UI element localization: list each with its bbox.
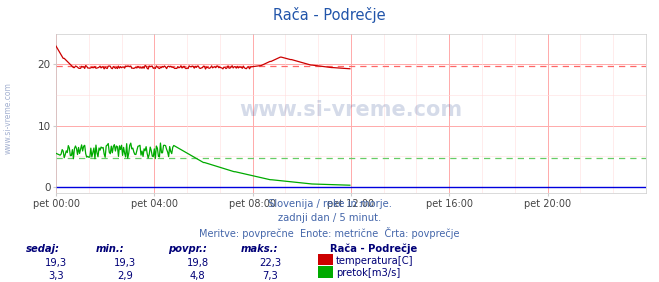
Text: 19,8: 19,8 [186,258,209,268]
Text: 7,3: 7,3 [262,271,278,281]
Text: 19,3: 19,3 [114,258,136,268]
Text: www.si-vreme.com: www.si-vreme.com [239,100,463,120]
Text: Rača - Podrečje: Rača - Podrečje [273,7,386,23]
Text: 3,3: 3,3 [48,271,64,281]
Text: 2,9: 2,9 [117,271,133,281]
Text: zadnji dan / 5 minut.: zadnji dan / 5 minut. [278,213,381,223]
Text: 4,8: 4,8 [190,271,206,281]
Text: sedaj:: sedaj: [26,244,61,254]
Text: pretok[m3/s]: pretok[m3/s] [336,268,400,278]
Text: Meritve: povprečne  Enote: metrične  Črta: povprečje: Meritve: povprečne Enote: metrične Črta:… [199,227,460,239]
Text: min.:: min.: [96,244,124,254]
Text: maks.:: maks.: [241,244,278,254]
Text: Slovenija / reke in morje.: Slovenija / reke in morje. [268,199,391,209]
Text: 22,3: 22,3 [259,258,281,268]
Text: temperatura[C]: temperatura[C] [336,256,414,266]
Text: www.si-vreme.com: www.si-vreme.com [4,83,13,154]
Text: Rača - Podrečje: Rača - Podrečje [330,244,416,254]
Text: 19,3: 19,3 [45,258,67,268]
Text: povpr.:: povpr.: [168,244,207,254]
